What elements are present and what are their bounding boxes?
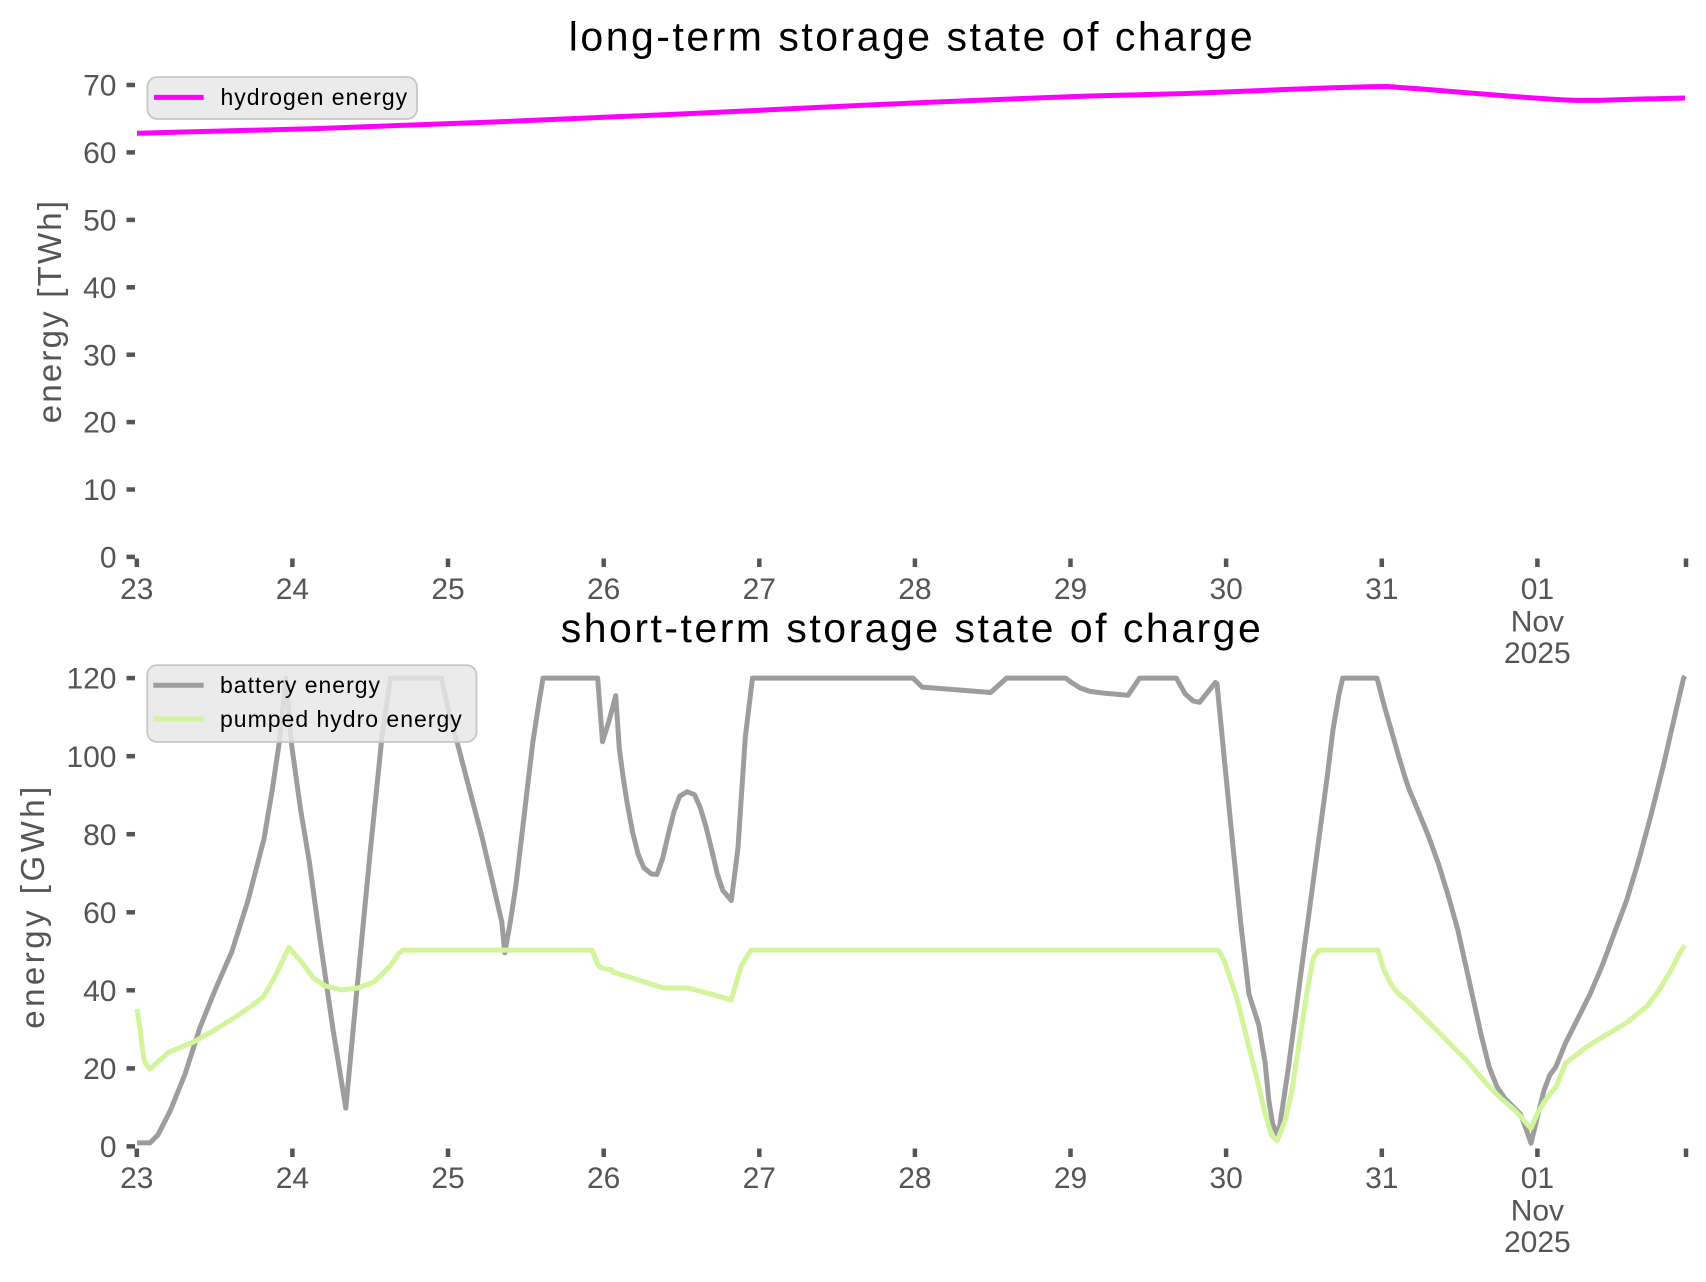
svg-text:120: 120 <box>66 663 116 696</box>
svg-text:short-term storage state of ch: short-term storage state of charge <box>561 605 1264 651</box>
svg-text:23: 23 <box>120 573 153 606</box>
svg-text:26: 26 <box>587 573 620 606</box>
svg-text:70: 70 <box>83 70 116 103</box>
svg-text:01: 01 <box>1521 573 1554 606</box>
svg-text:10: 10 <box>83 474 116 507</box>
svg-text:31: 31 <box>1365 1162 1398 1195</box>
svg-text:pumped hydro energy: pumped hydro energy <box>220 706 463 732</box>
svg-text:40: 40 <box>83 975 116 1008</box>
svg-text:0: 0 <box>100 1131 117 1164</box>
svg-text:28: 28 <box>898 1162 931 1195</box>
svg-text:40: 40 <box>83 272 116 305</box>
svg-text:27: 27 <box>743 1162 776 1195</box>
svg-text:29: 29 <box>1054 1162 1087 1195</box>
svg-text:30: 30 <box>1209 573 1242 606</box>
svg-text:2025: 2025 <box>1504 1226 1571 1259</box>
svg-text:01: 01 <box>1521 1162 1554 1195</box>
svg-text:23: 23 <box>120 1162 153 1195</box>
svg-text:60: 60 <box>83 897 116 930</box>
svg-text:battery energy: battery energy <box>220 672 381 698</box>
svg-text:0: 0 <box>100 542 117 575</box>
svg-text:20: 20 <box>83 1053 116 1086</box>
svg-text:25: 25 <box>431 573 464 606</box>
svg-text:hydrogen energy: hydrogen energy <box>221 84 409 110</box>
svg-text:Nov: Nov <box>1511 606 1564 639</box>
svg-text:long-term storage state of cha: long-term storage state of charge <box>569 14 1255 60</box>
svg-text:2025: 2025 <box>1504 637 1571 670</box>
svg-text:30: 30 <box>1209 1162 1242 1195</box>
svg-text:energy [GWh]: energy [GWh] <box>14 783 51 1029</box>
svg-text:24: 24 <box>276 1162 309 1195</box>
svg-text:24: 24 <box>276 573 309 606</box>
svg-text:50: 50 <box>83 204 116 237</box>
svg-text:29: 29 <box>1054 573 1087 606</box>
svg-text:Nov: Nov <box>1511 1195 1564 1228</box>
svg-text:25: 25 <box>431 1162 464 1195</box>
svg-text:28: 28 <box>898 573 931 606</box>
svg-text:27: 27 <box>743 573 776 606</box>
svg-text:26: 26 <box>587 1162 620 1195</box>
svg-text:energy [TWh]: energy [TWh] <box>31 199 68 423</box>
svg-text:30: 30 <box>83 339 116 372</box>
svg-text:60: 60 <box>83 137 116 170</box>
svg-text:80: 80 <box>83 819 116 852</box>
svg-text:31: 31 <box>1365 573 1398 606</box>
svg-text:100: 100 <box>66 741 116 774</box>
svg-text:20: 20 <box>83 407 116 440</box>
